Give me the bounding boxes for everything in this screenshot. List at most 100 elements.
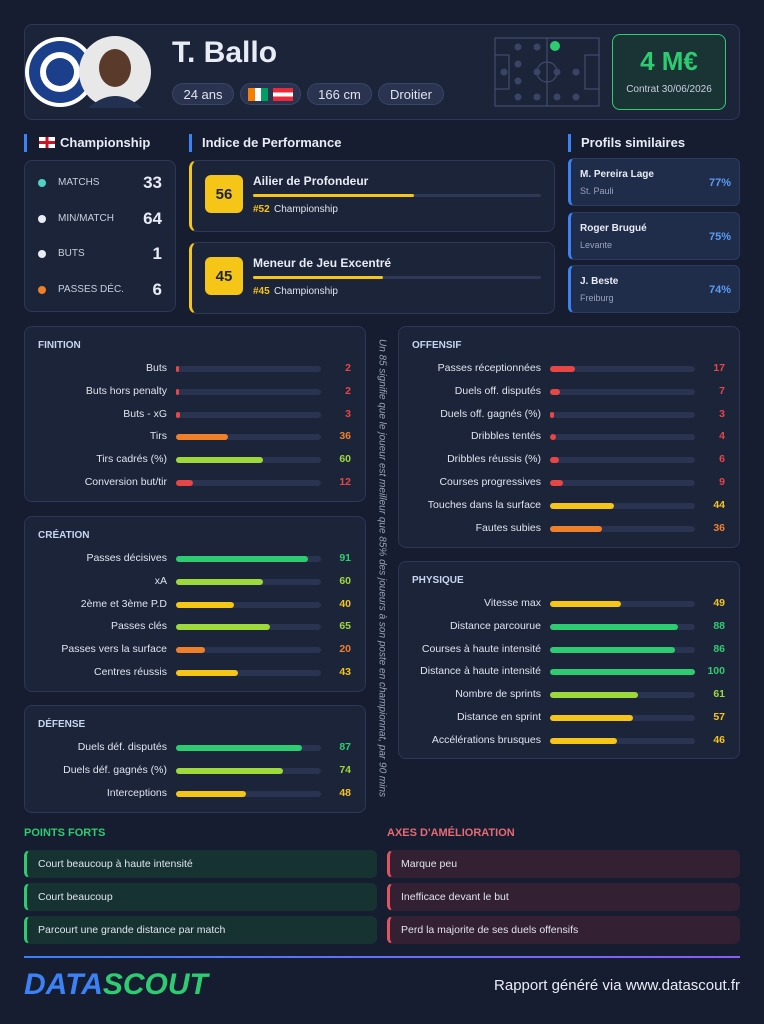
- metric-label: Dribbles tentés: [470, 430, 541, 443]
- metric-label: Fautes subies: [475, 521, 541, 534]
- brand-data: DATA: [24, 968, 103, 1001]
- metric-bar: [176, 767, 284, 774]
- section-title: DÉFENSE: [38, 719, 86, 730]
- generated-by: Rapport généré via www.datascout.fr: [494, 977, 740, 994]
- metric-value: 61: [713, 688, 725, 701]
- metric-label: Passes décisives: [86, 552, 167, 564]
- metric-value: 87: [339, 741, 351, 753]
- similar-card[interactable]: [568, 211, 740, 260]
- metric-label: Passes réceptionnées: [437, 362, 541, 374]
- metric-track: [176, 457, 321, 464]
- metric-track: [550, 601, 695, 607]
- metric-track: [176, 624, 321, 631]
- metric-bar: [550, 715, 633, 721]
- perf-header: Indice de Performance: [189, 134, 341, 152]
- metric-track: [176, 670, 321, 676]
- similar-score: 77%: [708, 177, 731, 189]
- metric-bar: [176, 434, 229, 441]
- metric-value: 9: [719, 476, 725, 488]
- metric-bar: [550, 434, 556, 441]
- metric-bar: [176, 457, 263, 464]
- height-pill: 166 cm: [307, 83, 372, 105]
- metric-track: [550, 692, 695, 699]
- metric-bar: [550, 366, 575, 372]
- metric-value: 20: [339, 643, 351, 656]
- stat-icon: [38, 214, 46, 223]
- strengths-item: Court beaucoup: [24, 883, 377, 911]
- foot-pill: Droitier: [378, 83, 444, 105]
- metric-track: [550, 388, 695, 395]
- footer-line: [24, 956, 740, 958]
- section-title: FINITION: [38, 340, 81, 351]
- metric-card: FINITION Buts 2 Buts hors penalty 2 Buts - xG…: [24, 326, 366, 502]
- stat-icon: [38, 250, 46, 259]
- metric-track: [550, 715, 695, 721]
- metric-track: [550, 525, 695, 532]
- metric-label: Courses progressives: [439, 476, 541, 488]
- metric-label: Distance à haute intensité: [420, 665, 541, 678]
- stats-card: [24, 160, 176, 312]
- perf-bar: [253, 194, 415, 197]
- metric-label: Buts - xG: [123, 407, 167, 420]
- metric-bar: [550, 646, 675, 653]
- flag-en: [39, 137, 55, 148]
- metric-value: 46: [713, 733, 725, 746]
- similar-name: M. Pereira Lage: [580, 169, 654, 180]
- similar-score: 74%: [708, 284, 731, 296]
- nationality-pill: [240, 83, 301, 105]
- similar-card[interactable]: [568, 265, 740, 313]
- metric-label: Conversion but/tir: [84, 476, 167, 488]
- similar-card[interactable]: [568, 158, 740, 206]
- metric-track: [176, 647, 321, 654]
- perf-role: Meneur de Jeu Excentré: [253, 256, 392, 270]
- metric-card: DÉFENSE Duels déf. disputés 87 Duels déf. g…: [24, 705, 366, 813]
- metric-bar: [176, 556, 308, 562]
- perf-score: 45: [205, 257, 243, 295]
- metric-track: [550, 434, 695, 441]
- similar-club: Levante: [580, 239, 613, 250]
- metric-track: [550, 411, 695, 418]
- metric-label: Duels off. gagnés (%): [440, 407, 541, 420]
- league-name: Championship: [60, 135, 151, 150]
- similar-club: St. Pauli: [580, 186, 614, 196]
- stat-label: MATCHS: [58, 177, 100, 188]
- metric-track: [550, 623, 695, 630]
- stat-value: 6: [152, 280, 162, 300]
- metric-label: xA: [154, 574, 167, 587]
- strengths-title: POINTS FORTS: [24, 827, 106, 839]
- metric-label: Duels off. disputés: [454, 384, 541, 397]
- metric-track: [176, 767, 321, 774]
- metric-bar: [176, 647, 205, 654]
- age-pill: 24 ans: [172, 83, 234, 105]
- metric-label: 2ème et 3ème P.D: [80, 597, 167, 610]
- metric-value: 2: [345, 384, 351, 397]
- stat-value: 33: [143, 173, 162, 192]
- metric-track: [176, 388, 321, 395]
- metric-value: 6: [719, 453, 725, 466]
- metric-track: [176, 480, 321, 486]
- metric-value: 86: [713, 642, 725, 655]
- metric-track: [176, 745, 321, 751]
- perf-score: 56: [205, 175, 243, 213]
- metric-card: PHYSIQUE Vitesse max 49 Distance parcourue 8…: [398, 561, 740, 759]
- metric-value: 3: [345, 407, 351, 420]
- metric-label: Courses à haute intensité: [421, 642, 541, 655]
- metric-value: 49: [713, 597, 725, 609]
- metric-bar: [176, 366, 179, 372]
- stat-label: PASSES DÉC.: [58, 284, 124, 296]
- metric-label: Nombre de sprints: [455, 688, 541, 701]
- section-title: OFFENSIF: [412, 340, 462, 351]
- metric-track: [550, 366, 695, 372]
- metric-bar: [550, 388, 561, 395]
- weaknesses-item: Marque peu: [387, 850, 740, 878]
- metric-bar: [550, 502, 614, 509]
- metric-value: 65: [339, 620, 351, 633]
- strengths-item: Parcourt une grande distance par match: [24, 916, 377, 944]
- metric-value: 60: [339, 574, 351, 587]
- perf-track: [253, 194, 541, 197]
- metric-track: [550, 480, 695, 486]
- metric-value: 36: [339, 430, 351, 443]
- metric-track: [176, 578, 321, 585]
- metric-value: 12: [339, 476, 351, 488]
- metric-track: [176, 601, 321, 608]
